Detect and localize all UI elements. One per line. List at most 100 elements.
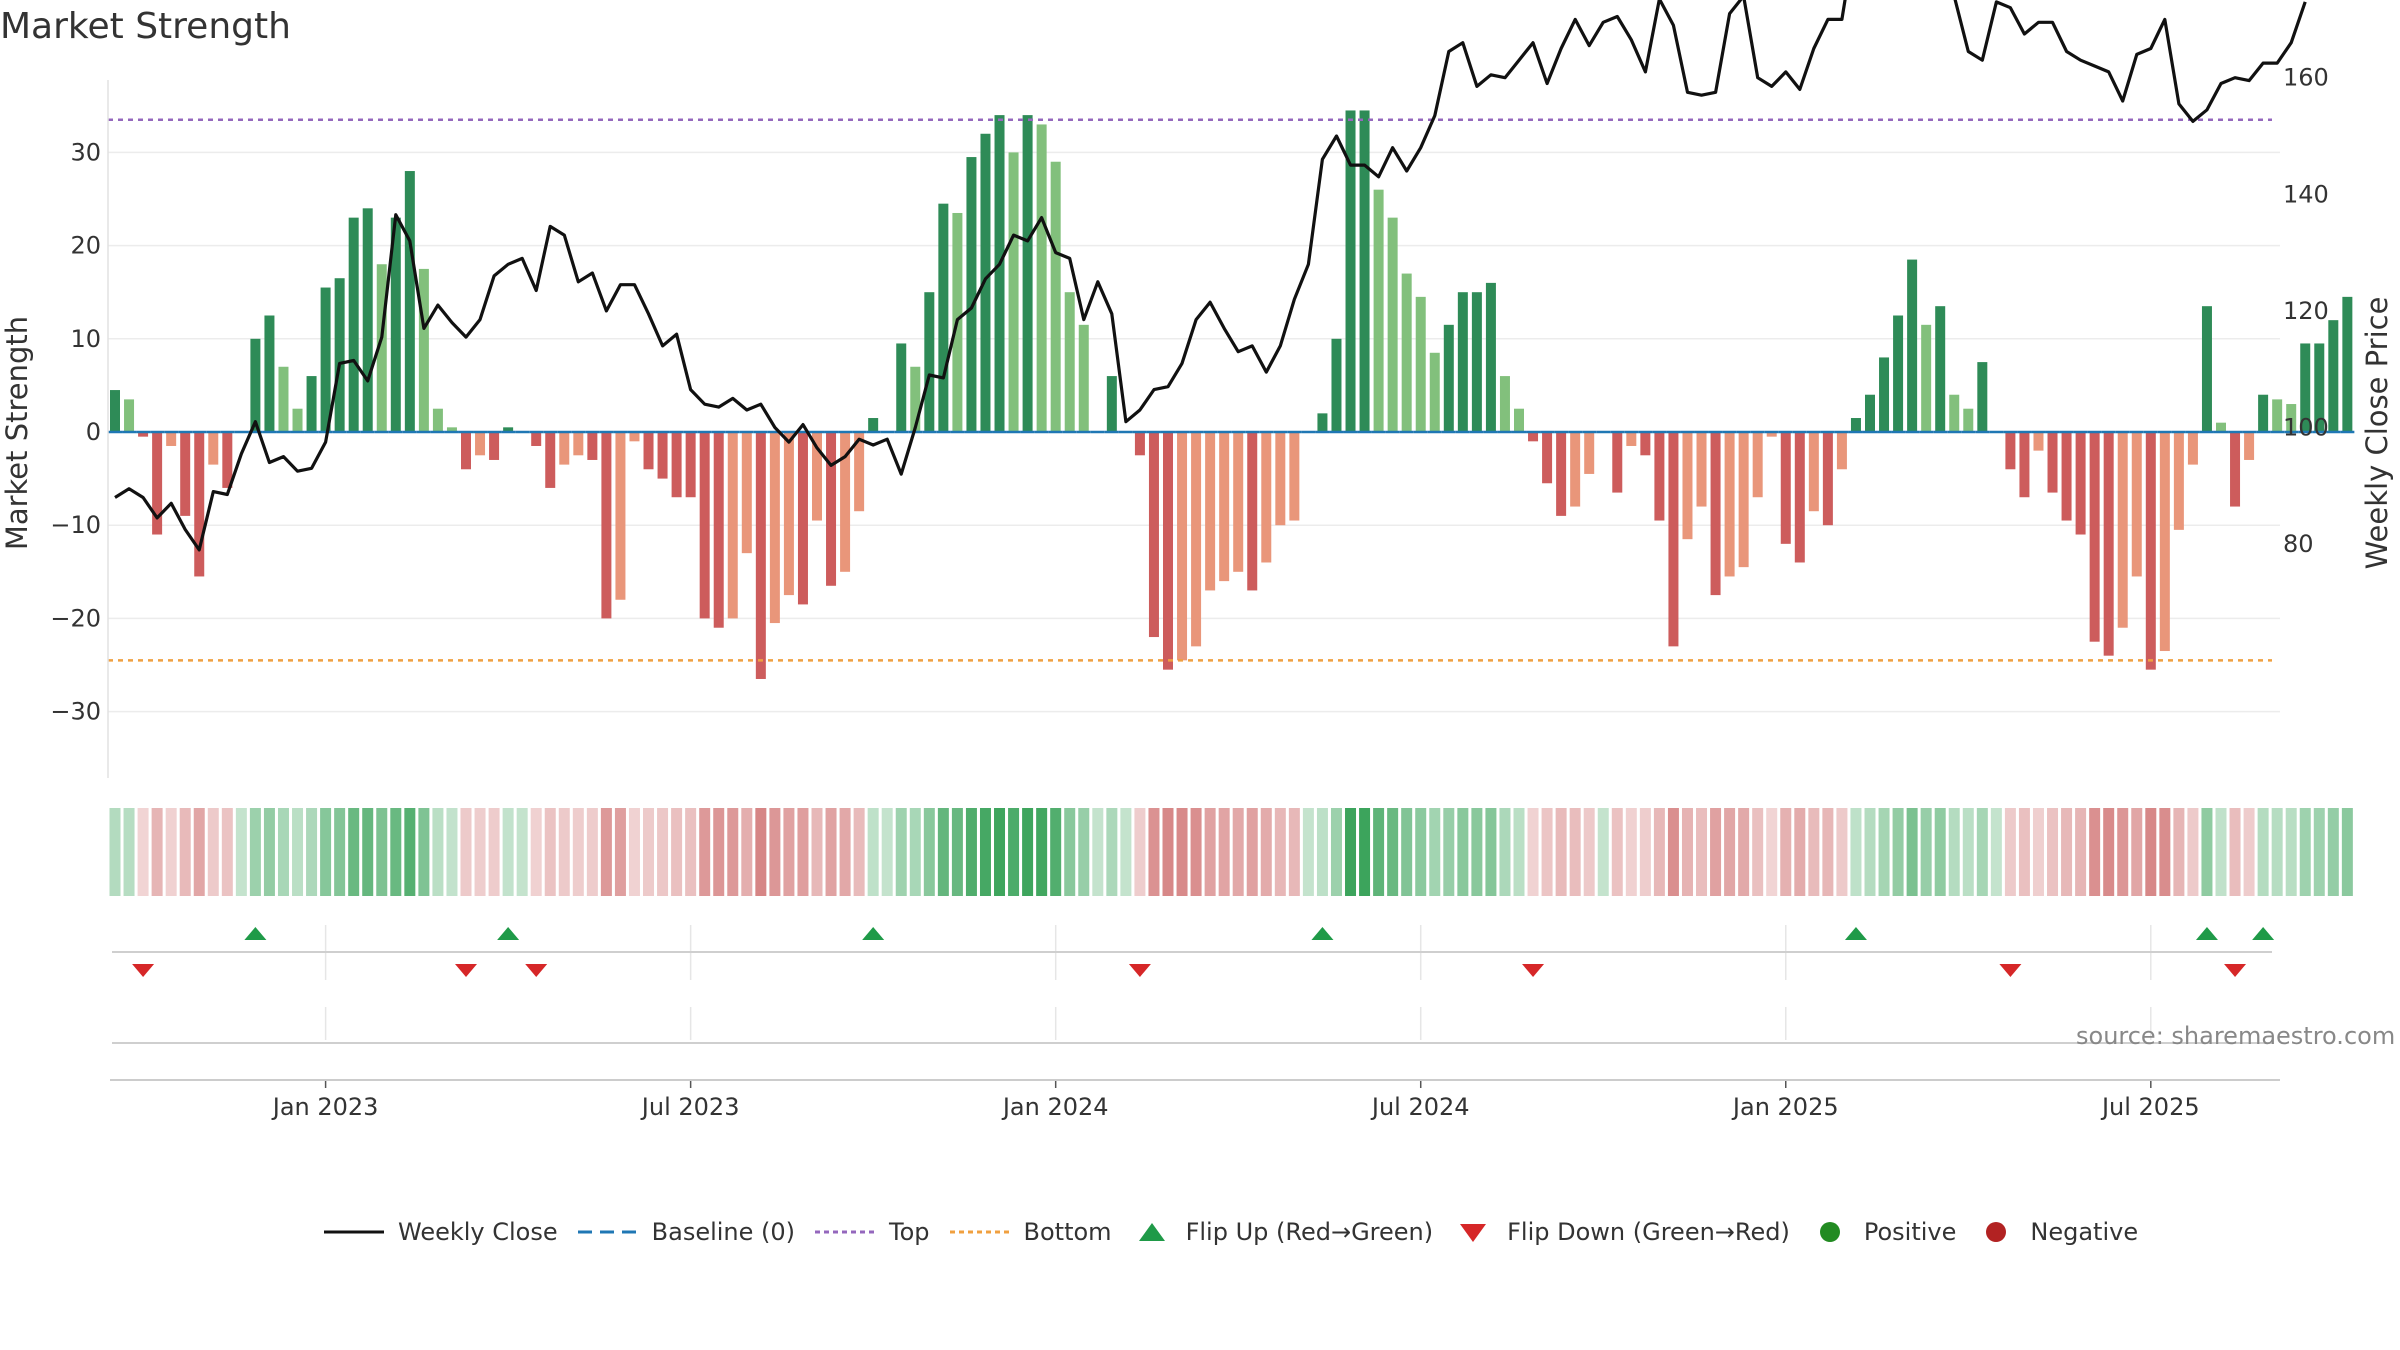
strength-bar — [489, 432, 500, 460]
strength-bar — [2173, 432, 2184, 530]
strip-cell — [1948, 808, 1960, 896]
strip-cell — [306, 808, 318, 896]
strength-bar — [110, 390, 120, 432]
strip-cell — [1611, 808, 1623, 896]
strip-cell — [1681, 808, 1693, 896]
strip-cell — [923, 808, 935, 896]
strength-bar — [1963, 408, 1974, 432]
strength-bar — [2103, 432, 2114, 656]
triangle-up-icon — [1138, 1223, 1165, 1241]
strip-cell — [1162, 808, 1174, 896]
legend-positive-label: Positive — [1863, 1218, 1957, 1246]
strength-bar — [826, 432, 837, 586]
flip-up-marker — [1311, 927, 1334, 940]
legend-item-positive: Positive — [1810, 1218, 1957, 1246]
x-tick-label: Jul 2024 — [1370, 1093, 1470, 1121]
strength-bar — [320, 287, 331, 432]
strength-bar — [1822, 432, 1833, 526]
strength-bar — [1106, 376, 1117, 432]
strip-cell — [2131, 808, 2143, 896]
x-tick-label: Jan 2025 — [1731, 1093, 1839, 1121]
strength-bar — [2145, 432, 2156, 670]
strength-bar — [1429, 352, 1440, 432]
strip-cell — [1134, 808, 1146, 896]
strength-bar — [755, 432, 766, 679]
strip-cell — [2145, 808, 2157, 896]
level-lines — [108, 118, 2355, 662]
flip-markers — [132, 927, 2275, 977]
strip-cell — [1724, 808, 1736, 896]
strip-cell — [1667, 808, 1679, 896]
strength-bar — [2216, 422, 2226, 432]
strength-bar — [910, 366, 921, 432]
strength-bar — [1205, 432, 1216, 591]
strip-cell — [1597, 808, 1609, 896]
strength-bar — [2047, 432, 2058, 493]
flip-up-marker — [244, 927, 267, 940]
source-credit: source: sharemaestro.com — [2076, 1022, 2396, 1050]
strength-bar — [1654, 432, 1665, 521]
strip-cell — [1583, 808, 1595, 896]
triangle-down-icon — [1460, 1224, 1487, 1242]
strength-bar — [1345, 110, 1356, 433]
strip-cell — [1008, 808, 1020, 896]
strength-bar — [1078, 324, 1089, 432]
strength-bar — [334, 278, 345, 432]
strip-cell — [1092, 808, 1104, 896]
strip-cell — [1962, 808, 1974, 896]
strength-bar — [2272, 399, 2283, 432]
strip-cell — [2341, 808, 2353, 896]
strip-cell — [755, 808, 767, 896]
strip-cell — [1036, 808, 1048, 896]
strength-bar — [1780, 432, 1791, 544]
weekly-close-line — [114, 0, 2307, 552]
strip-cell — [853, 808, 865, 896]
strip-cell — [2257, 808, 2269, 896]
strip-cell — [1302, 808, 1314, 896]
strength-bar — [1514, 408, 1524, 432]
strip-cell — [1401, 808, 1413, 896]
strength-bar — [2230, 432, 2241, 507]
strip-cell — [1373, 808, 1385, 896]
strip-cell — [137, 808, 149, 896]
strip-cell — [1710, 808, 1722, 896]
strip-cell — [2299, 808, 2311, 896]
strip-cell — [671, 808, 683, 896]
strip-cell — [2032, 808, 2044, 896]
strength-bar — [1177, 432, 1188, 661]
strip-cell — [2117, 808, 2129, 896]
strip-cell — [348, 808, 360, 896]
strength-bar — [1542, 432, 1553, 484]
legend-flip-down-label: Flip Down (Green→Red) — [1507, 1218, 1790, 1246]
strength-bar — [475, 432, 486, 456]
flip-down-marker — [455, 964, 477, 977]
strength-bar — [587, 432, 598, 460]
strength-bar — [966, 157, 977, 432]
strip-cell — [1541, 808, 1553, 896]
strength-bar — [1457, 292, 1468, 432]
strip-cell — [376, 808, 388, 896]
strength-bar — [208, 432, 219, 465]
strip-cell — [1625, 808, 1637, 896]
strength-bar — [264, 315, 275, 432]
strength-bar — [1261, 432, 1272, 563]
strip-cell — [488, 808, 500, 896]
strength-bar — [2075, 432, 2086, 535]
strength-bar — [1163, 432, 1173, 670]
strip-cell — [2089, 808, 2101, 896]
strip-cell — [2187, 808, 2199, 896]
legend-item-flip-down: Flip Down (Green→Red) — [1453, 1218, 1790, 1246]
strip-cell — [951, 808, 963, 896]
strip-cell — [151, 808, 163, 896]
strip-cell — [699, 808, 711, 896]
strength-bar — [854, 432, 865, 512]
strength-bar — [685, 432, 696, 498]
strip-cell — [334, 808, 346, 896]
strength-bar — [180, 432, 191, 516]
strength-bar — [124, 399, 135, 432]
strength-bar — [1570, 432, 1581, 507]
strength-bar — [1401, 273, 1412, 432]
strip-cell — [1808, 808, 1820, 896]
x-tick-label: Jul 2025 — [2100, 1093, 2200, 1121]
